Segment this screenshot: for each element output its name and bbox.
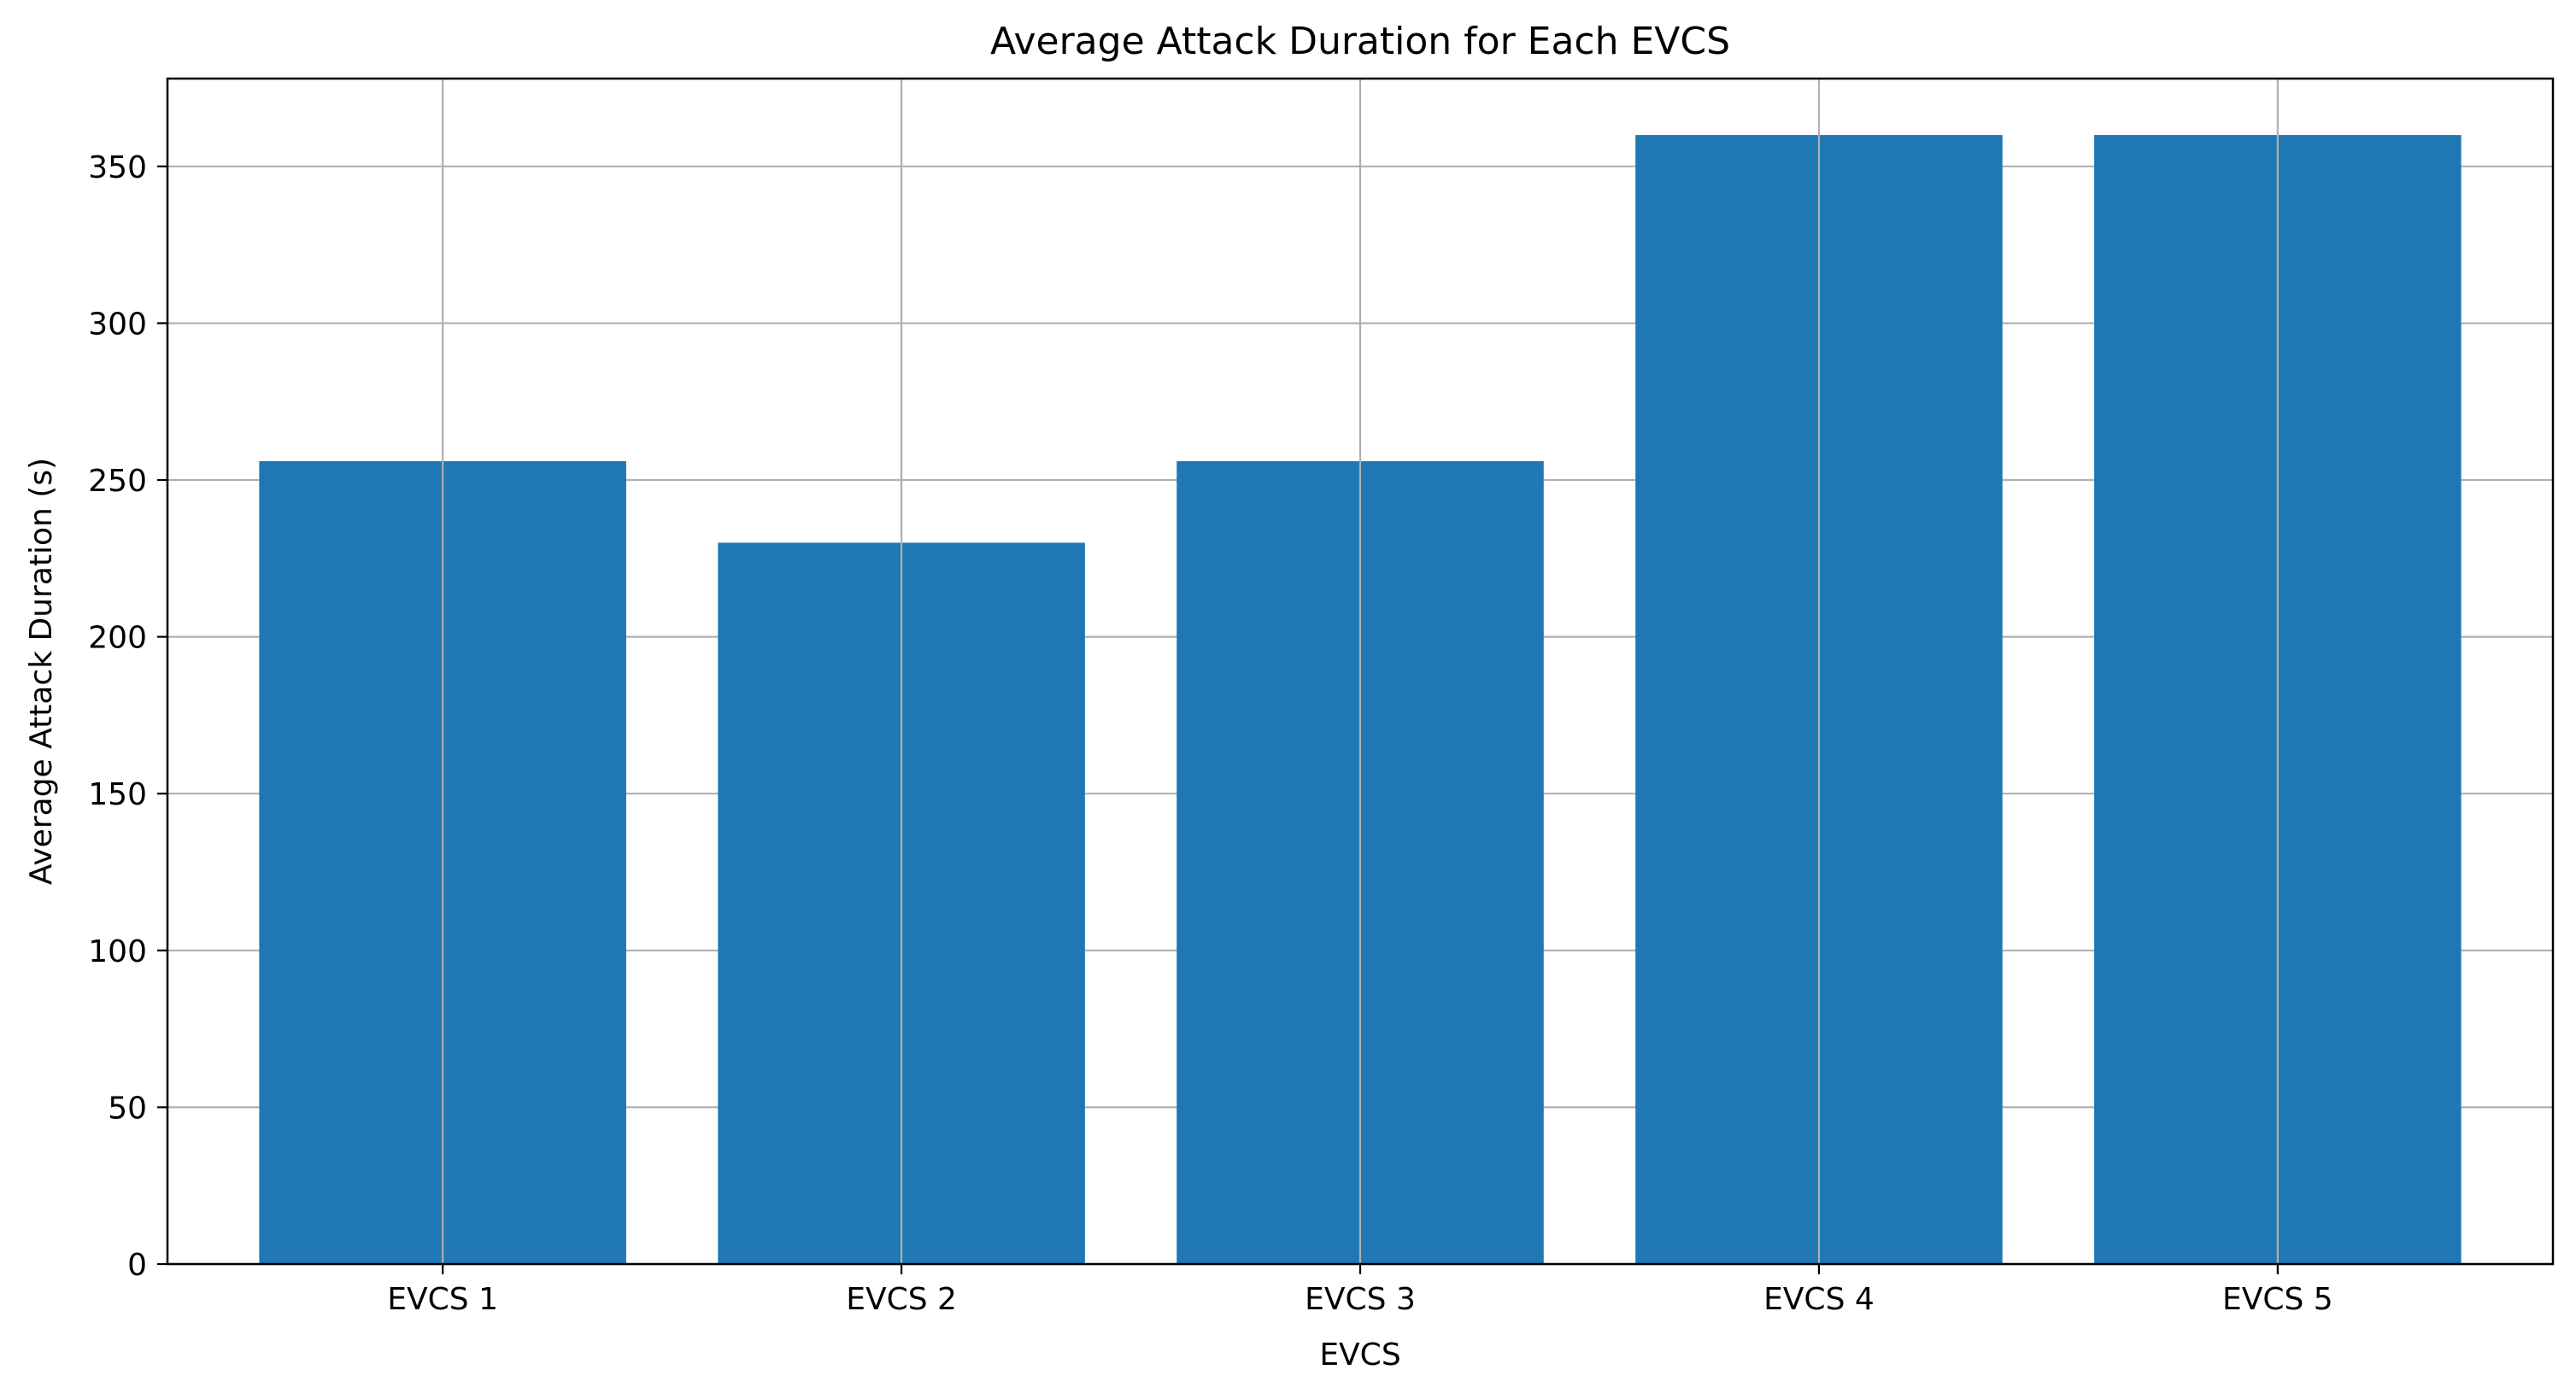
y-tick-label: 350 <box>88 150 147 185</box>
y-tick-label: 150 <box>88 777 147 812</box>
x-tick-label: EVCS 4 <box>1763 1282 1875 1317</box>
x-tick-label: EVCS 1 <box>387 1282 498 1317</box>
vertical-grid-lines <box>442 79 2279 1264</box>
chart-title: Average Attack Duration for Each EVCS <box>990 20 1730 63</box>
x-tick-label: EVCS 2 <box>846 1282 957 1317</box>
y-axis-ticks: 0 50 100 150 200 250 300 350 <box>88 150 167 1283</box>
x-axis-title: EVCS <box>1319 1338 1400 1373</box>
y-tick-label: 300 <box>88 307 147 342</box>
y-tick-label: 200 <box>88 621 147 656</box>
y-tick-label: 100 <box>88 934 147 969</box>
y-axis-title: Average Attack Duration (s) <box>24 458 59 885</box>
y-tick-label: 50 <box>108 1091 147 1126</box>
y-tick-label: 0 <box>127 1248 147 1283</box>
x-tick-label: EVCS 3 <box>1305 1282 1416 1317</box>
x-axis-ticks: EVCS 1 EVCS 2 EVCS 3 EVCS 4 EVCS 5 <box>387 1264 2333 1317</box>
y-tick-label: 250 <box>88 464 147 499</box>
x-tick-label: EVCS 5 <box>2222 1282 2333 1317</box>
